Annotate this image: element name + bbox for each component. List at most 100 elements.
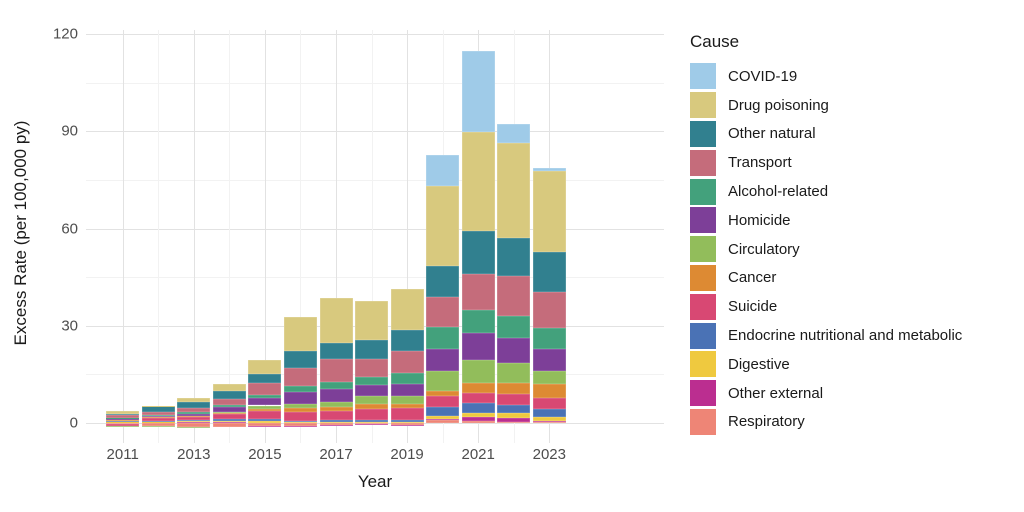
- bar-segment-2011-cancer: [106, 420, 140, 421]
- legend-item: Drug poisoning: [690, 91, 1020, 120]
- legend-item: Endocrine nutritional and metabolic: [690, 321, 1020, 350]
- legend-item: Other natural: [690, 120, 1020, 149]
- bar-segment-2021-digestive: [461, 412, 495, 418]
- bar-segment-2021-homicide: [461, 332, 495, 361]
- bar-segment-2015-drug-poisoning: [248, 360, 282, 375]
- legend-swatch: [690, 178, 716, 205]
- legend-label: Other external: [728, 384, 824, 402]
- legend-label: Drug poisoning: [728, 96, 829, 114]
- bar-segment-2014-respiratory: [212, 423, 246, 428]
- bar-segment-2012-circulatory: [141, 426, 175, 428]
- bar-segment-2012-digestive: [141, 421, 175, 423]
- bar-segment-2023-covid-19: [532, 168, 566, 172]
- legend-title: Cause: [690, 32, 740, 51]
- bar-segment-2023-cancer: [532, 384, 566, 399]
- bar-segment-2023-other-external: [532, 420, 566, 423]
- bar-segment-2015-alcohol-related: [248, 394, 282, 399]
- bar-segment-2013-circulatory: [177, 426, 211, 429]
- bar-segment-2011-other-natural: [106, 413, 140, 415]
- bar-segment-2016-cancer: [283, 408, 317, 412]
- bar-segment-2014-other-external: [212, 422, 246, 423]
- bar-segment-2018-suicide: [355, 408, 389, 421]
- bar-segment-2020-suicide: [426, 396, 460, 407]
- bar-segment-2017-transport: [319, 359, 353, 383]
- bar-segment-2015-endocrine-nutritional-and-metabolic: [248, 419, 282, 422]
- legend-label: Respiratory: [728, 413, 805, 431]
- bar-segment-2012-cancer: [141, 417, 175, 419]
- gridline-minor: [86, 82, 664, 84]
- bar-segment-2011-endocrine-nutritional-and-metabolic: [106, 420, 140, 422]
- bar-segment-2020-other-external: [426, 418, 460, 420]
- bar-segment-2015-other-natural: [248, 374, 282, 384]
- bar-segment-2015-transport: [248, 383, 282, 395]
- bar-segment-2017-drug-poisoning: [319, 298, 353, 343]
- legend-label: COVID-19: [728, 67, 798, 85]
- bar-segment-2019-homicide: [390, 383, 424, 397]
- bar-segment-2012-respiratory: [141, 423, 175, 427]
- bar-segment-2021-circulatory: [461, 360, 495, 384]
- legend-swatch: [690, 351, 716, 378]
- bar-segment-2013-homicide: [177, 413, 211, 416]
- bar-segment-2018-other-natural: [355, 340, 389, 359]
- legend-item: COVID-19: [690, 62, 1020, 91]
- y-axis-title: Excess Rate (per 100,000 py): [11, 120, 30, 346]
- bar-segment-2023-other-natural: [532, 251, 566, 293]
- legend-label: Endocrine nutritional and metabolic: [728, 327, 963, 345]
- legend-item: Respiratory: [690, 408, 1020, 437]
- bar-segment-2021-transport: [461, 274, 495, 310]
- bar-segment-2017-cancer: [319, 407, 353, 411]
- bar-segment-2020-drug-poisoning: [426, 186, 460, 267]
- legend-swatch: [690, 207, 716, 234]
- bar-segment-2021-cancer: [461, 383, 495, 393]
- bar-segment-2019-other-natural: [390, 329, 424, 352]
- legend-item: Digestive: [690, 350, 1020, 379]
- bar-segment-2019-suicide: [390, 408, 424, 420]
- bar-segment-2020-respiratory: [426, 419, 460, 423]
- bar-segment-2017-other-external: [319, 424, 353, 426]
- bar-segment-2011-circulatory: [106, 426, 140, 427]
- bar-segment-2019-other-external: [390, 424, 424, 426]
- bar-segment-2014-transport: [212, 399, 246, 406]
- bar-segment-2012-homicide: [141, 415, 175, 418]
- bar-segment-2019-transport: [390, 351, 424, 374]
- bar-segment-2014-alcohol-related: [212, 405, 246, 408]
- bar-segment-2022-covid-19: [497, 123, 531, 144]
- legend-item: Homicide: [690, 206, 1020, 235]
- bar-segment-2023-circulatory: [532, 370, 566, 385]
- bar-segment-2021-alcohol-related: [461, 309, 495, 333]
- bar-segment-2016-alcohol-related: [283, 385, 317, 392]
- bar-segment-2023-endocrine-nutritional-and-metabolic: [532, 409, 566, 417]
- legend-item: Other external: [690, 379, 1020, 408]
- bar-segment-2017-circulatory: [319, 401, 353, 408]
- bar-segment-2016-endocrine-nutritional-and-metabolic: [283, 420, 317, 422]
- bar-segment-2017-homicide: [319, 388, 353, 402]
- bar-segment-2013-suicide: [177, 416, 211, 421]
- bar-segment-2016-drug-poisoning: [283, 316, 317, 351]
- bar-segment-2023-alcohol-related: [532, 328, 566, 350]
- bar-segment-2022-cancer: [497, 383, 531, 394]
- bar-segment-2014-suicide: [212, 414, 246, 420]
- bar-segment-2022-other-natural: [497, 237, 531, 277]
- bar-segment-2012-alcohol-related: [141, 414, 175, 416]
- bar-segment-2019-respiratory: [390, 423, 424, 425]
- legend-label: Circulatory: [728, 240, 800, 258]
- bar-segment-2023-drug-poisoning: [532, 171, 566, 252]
- bar-segment-2018-circulatory: [355, 396, 389, 404]
- bar-segment-2017-respiratory: [319, 423, 353, 425]
- gridline-minor: [86, 180, 664, 181]
- x-axis-title: Year: [357, 472, 393, 491]
- bar-segment-2015-cancer: [248, 409, 282, 412]
- bar-segment-2016-other-external: [283, 425, 317, 427]
- legend-items: COVID-19 Drug poisoning Other natural Trans…: [690, 62, 1020, 436]
- y-tick-label: 90: [61, 122, 78, 140]
- y-tick-label: 60: [61, 220, 78, 238]
- bar-segment-2013-drug-poisoning: [177, 398, 211, 402]
- bar-segment-2011-suicide: [106, 424, 140, 427]
- bar-segment-2017-digestive: [319, 422, 353, 423]
- legend-label: Suicide: [728, 298, 778, 316]
- bar-segment-2018-homicide: [355, 385, 389, 397]
- bar-segment-2022-other-external: [497, 418, 531, 422]
- bar-segment-2016-respiratory: [283, 423, 317, 426]
- bar-segment-2020-endocrine-nutritional-and-metabolic: [426, 406, 460, 417]
